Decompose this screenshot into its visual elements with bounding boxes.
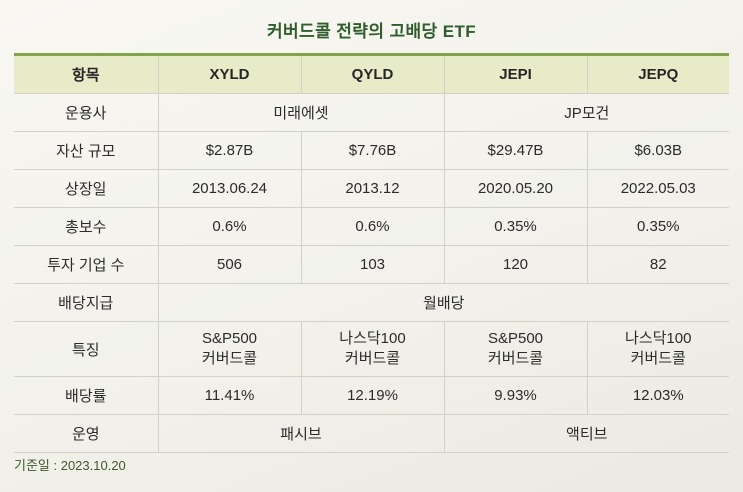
cell-value: S&P500 커버드콜 bbox=[157, 321, 302, 377]
row-dividend-yield: 배당률 11.41% 12.19% 9.93% 12.03% bbox=[14, 376, 729, 415]
cell-value: 나스닥100 커버드콜 bbox=[586, 321, 729, 377]
cell-value: $2.87B bbox=[157, 131, 302, 170]
cell-value: 506 bbox=[157, 245, 302, 284]
row-expense-ratio: 총보수 0.6% 0.6% 0.35% 0.35% bbox=[14, 207, 729, 246]
cell-value: $29.47B bbox=[443, 131, 588, 170]
header-qyld: QYLD bbox=[300, 54, 445, 94]
header-jepq: JEPQ bbox=[586, 54, 729, 94]
row-holdings-count: 투자 기업 수 506 103 120 82 bbox=[14, 245, 729, 284]
cell-value: 2020.05.20 bbox=[443, 169, 588, 208]
row-label: 운영 bbox=[14, 414, 159, 453]
header-jepi: JEPI bbox=[443, 54, 588, 94]
cell-value: 미래에셋 bbox=[157, 93, 445, 132]
cell-value: 2022.05.03 bbox=[586, 169, 729, 208]
header-xyld: XYLD bbox=[157, 54, 302, 94]
cell-value: $6.03B bbox=[586, 131, 729, 170]
cell-value: 패시브 bbox=[157, 414, 445, 453]
cell-value: $7.76B bbox=[300, 131, 445, 170]
cell-value: 120 bbox=[443, 245, 588, 284]
etf-comparison-table: 항목 XYLD QYLD JEPI JEPQ 운용사 미래에셋 JP모건 자산 … bbox=[14, 53, 729, 453]
row-management-style: 운영 패시브 액티브 bbox=[14, 414, 729, 453]
row-label: 운용사 bbox=[14, 93, 159, 132]
base-date-note: 기준일 : 2023.10.20 bbox=[14, 458, 126, 473]
cell-value: 12.03% bbox=[586, 376, 729, 415]
row-label: 총보수 bbox=[14, 207, 159, 246]
cell-value: S&P500 커버드콜 bbox=[443, 321, 588, 377]
row-listing-date: 상장일 2013.06.24 2013.12 2020.05.20 2022.0… bbox=[14, 169, 729, 208]
row-features: 특징 S&P500 커버드콜 나스닥100 커버드콜 S&P500 커버드콜 나… bbox=[14, 321, 729, 377]
cell-value: 0.35% bbox=[443, 207, 588, 246]
cell-value: 12.19% bbox=[300, 376, 445, 415]
cell-value: JP모건 bbox=[443, 93, 729, 132]
row-aum: 자산 규모 $2.87B $7.76B $29.47B $6.03B bbox=[14, 131, 729, 170]
row-label: 배당률 bbox=[14, 376, 159, 415]
row-dividend-payment: 배당지급 월배당 bbox=[14, 283, 729, 322]
header-item: 항목 bbox=[14, 54, 159, 94]
cell-value: 액티브 bbox=[443, 414, 729, 453]
cell-value: 82 bbox=[586, 245, 729, 284]
row-label: 상장일 bbox=[14, 169, 159, 208]
page-title: 커버드콜 전략의 고배당 ETF bbox=[266, 22, 477, 41]
row-label: 특징 bbox=[14, 321, 159, 377]
table-header-row: 항목 XYLD QYLD JEPI JEPQ bbox=[14, 54, 729, 94]
cell-value: 103 bbox=[300, 245, 445, 284]
row-label: 자산 규모 bbox=[14, 131, 159, 170]
cell-value: 0.35% bbox=[586, 207, 729, 246]
row-manager: 운용사 미래에셋 JP모건 bbox=[14, 93, 729, 132]
cell-value: 월배당 bbox=[157, 283, 729, 322]
row-label: 투자 기업 수 bbox=[14, 245, 159, 284]
cell-value: 0.6% bbox=[300, 207, 445, 246]
row-label: 배당지급 bbox=[14, 283, 159, 322]
cell-value: 11.41% bbox=[157, 376, 302, 415]
cell-value: 2013.12 bbox=[300, 169, 445, 208]
cell-value: 나스닥100 커버드콜 bbox=[300, 321, 445, 377]
cell-value: 2013.06.24 bbox=[157, 169, 302, 208]
cell-value: 0.6% bbox=[157, 207, 302, 246]
cell-value: 9.93% bbox=[443, 376, 588, 415]
